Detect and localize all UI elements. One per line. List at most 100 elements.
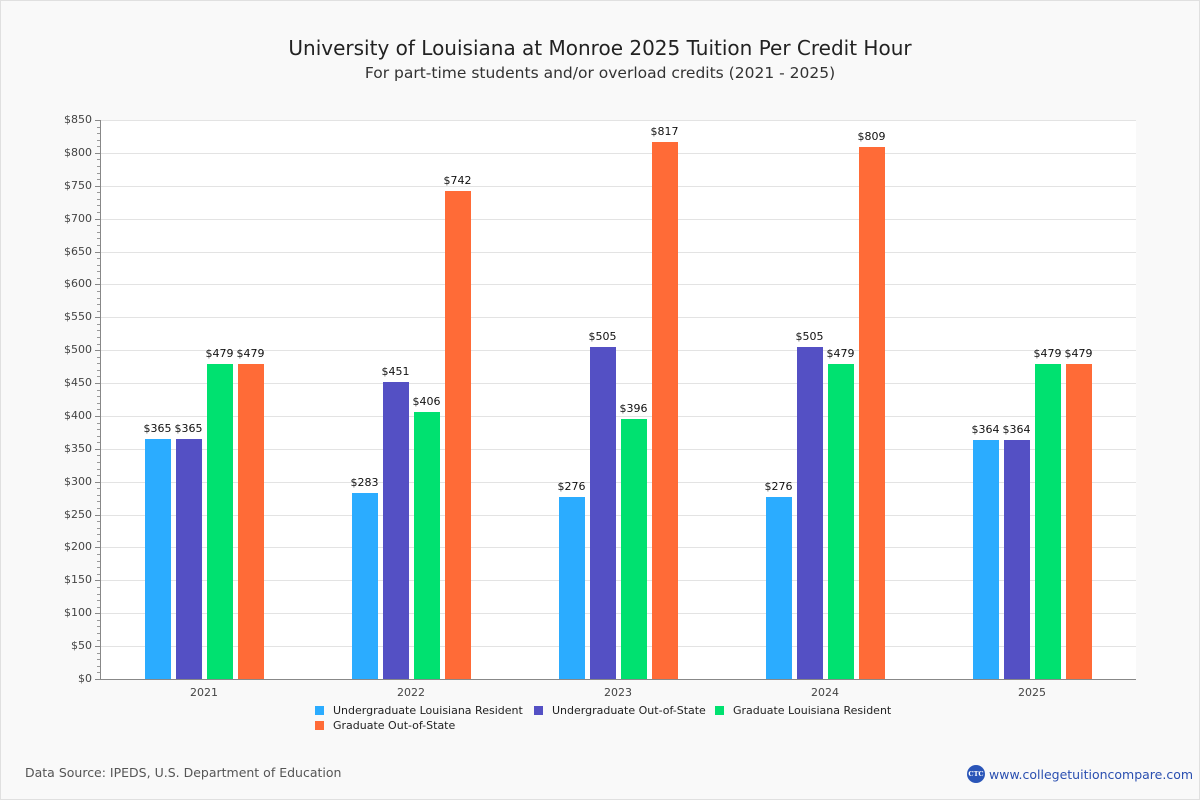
bar-2021-3[interactable]	[237, 363, 264, 679]
y-minor-tick	[97, 271, 100, 273]
bar-2024-2[interactable]	[827, 363, 854, 679]
legend-item[interactable]: Undergraduate Louisiana Resident	[315, 704, 523, 717]
legend-label: Undergraduate Out-of-State	[552, 704, 706, 717]
y-minor-tick	[97, 540, 100, 542]
bar-2021-1[interactable]	[175, 438, 202, 679]
bar-2025-3[interactable]	[1065, 363, 1092, 679]
y-minor-tick	[97, 554, 100, 556]
gridline	[101, 580, 1136, 582]
y-tick-label: $150	[64, 573, 92, 587]
y-tick	[95, 448, 100, 450]
y-minor-tick	[97, 133, 100, 135]
y-tick-label: $550	[64, 310, 92, 324]
legend-item[interactable]: Undergraduate Out-of-State	[534, 704, 706, 717]
gridline	[101, 383, 1136, 385]
y-tick	[95, 284, 100, 286]
y-minor-tick	[97, 369, 100, 371]
y-minor-tick	[97, 593, 100, 595]
y-minor-tick	[97, 396, 100, 398]
x-tick-label: 2023	[604, 686, 632, 699]
bar-value-label: $479	[236, 346, 265, 360]
y-tick	[95, 383, 100, 385]
x-tick-label: 2021	[190, 686, 218, 699]
y-tick	[95, 646, 100, 648]
y-tick-label: $800	[64, 145, 92, 159]
gridline	[101, 350, 1136, 352]
bar-2024-3[interactable]	[858, 146, 885, 679]
y-minor-tick	[97, 527, 100, 529]
y-minor-tick	[97, 323, 100, 325]
y-tick-label: $650	[64, 244, 92, 258]
legend-item[interactable]: Graduate Out-of-State	[315, 719, 455, 732]
y-minor-tick	[97, 606, 100, 608]
y-minor-tick	[97, 619, 100, 621]
bar-value-label: $809	[857, 129, 886, 143]
brand-link[interactable]: CTC www.collegetuitioncompare.com	[967, 765, 1193, 783]
y-minor-tick	[97, 172, 100, 174]
y-minor-tick	[97, 179, 100, 181]
y-minor-tick	[97, 409, 100, 411]
bar-2025-2[interactable]	[1034, 363, 1061, 679]
y-minor-tick	[97, 363, 100, 365]
y-minor-tick	[97, 422, 100, 424]
y-minor-tick	[97, 455, 100, 457]
y-tick-label: $500	[64, 343, 92, 357]
y-tick	[95, 415, 100, 417]
bar-2022-3[interactable]	[444, 191, 471, 679]
y-minor-tick	[97, 600, 100, 602]
gridline	[101, 514, 1136, 516]
y-tick-label: $600	[64, 277, 92, 291]
gridline	[101, 218, 1136, 220]
y-minor-tick	[97, 442, 100, 444]
gridline	[101, 481, 1136, 483]
bar-2022-2[interactable]	[413, 411, 440, 679]
y-minor-tick	[97, 389, 100, 391]
y-axis-line	[100, 120, 101, 680]
gridline	[101, 317, 1136, 319]
y-minor-tick	[97, 225, 100, 227]
legend-swatch-icon	[315, 706, 324, 715]
y-tick-label: $450	[64, 376, 92, 390]
bar-value-label: $364	[1002, 422, 1031, 436]
bar-2024-0[interactable]	[765, 497, 792, 679]
y-minor-tick	[97, 567, 100, 569]
bar-value-label: $276	[557, 480, 586, 494]
bar-2025-1[interactable]	[1003, 439, 1030, 679]
ctc-logo-icon: CTC	[967, 765, 985, 783]
bar-2023-3[interactable]	[651, 141, 678, 679]
y-minor-tick	[97, 402, 100, 404]
legend-item[interactable]: Graduate Louisiana Resident	[715, 704, 891, 717]
y-tick	[95, 185, 100, 187]
x-axis-line	[100, 679, 1136, 680]
bar-2023-0[interactable]	[558, 497, 585, 679]
bar-2022-1[interactable]	[382, 382, 409, 679]
y-minor-tick	[97, 238, 100, 240]
bar-2025-0[interactable]	[972, 439, 999, 679]
y-minor-tick	[97, 573, 100, 575]
chart-title: University of Louisiana at Monroe 2025 T…	[288, 36, 912, 60]
legend-label: Undergraduate Louisiana Resident	[333, 704, 523, 717]
y-tick-label: $300	[64, 474, 92, 488]
y-minor-tick	[97, 659, 100, 661]
bar-2023-1[interactable]	[589, 346, 616, 679]
bar-value-label: $364	[971, 422, 1000, 436]
bar-2023-2[interactable]	[620, 418, 647, 679]
bar-2021-0[interactable]	[144, 438, 171, 679]
bar-2021-2[interactable]	[206, 363, 233, 679]
y-minor-tick	[97, 277, 100, 279]
gridline	[101, 547, 1136, 549]
y-minor-tick	[97, 192, 100, 194]
bar-2022-0[interactable]	[351, 492, 378, 679]
y-tick	[95, 481, 100, 483]
y-minor-tick	[97, 343, 100, 345]
chart-subtitle: For part-time students and/or overload c…	[364, 64, 836, 82]
y-minor-tick	[97, 310, 100, 312]
brand-url: www.collegetuitioncompare.com	[989, 766, 1194, 782]
y-tick	[95, 679, 100, 680]
y-tick	[95, 152, 100, 154]
bar-value-label: $406	[412, 394, 441, 408]
y-tick	[95, 547, 100, 549]
bar-value-label: $365	[174, 421, 203, 435]
bar-2024-1[interactable]	[796, 346, 823, 679]
y-minor-tick	[97, 665, 100, 667]
